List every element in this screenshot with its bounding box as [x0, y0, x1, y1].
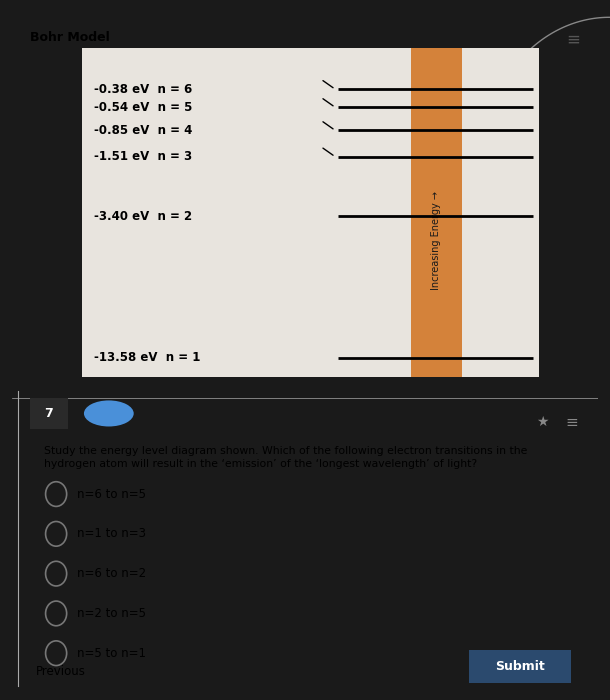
Text: n=6 to n=5: n=6 to n=5	[77, 488, 146, 500]
Text: Previous: Previous	[35, 665, 85, 678]
Bar	[469, 650, 572, 682]
Text: -0.54 eV  n = 5: -0.54 eV n = 5	[94, 101, 193, 114]
Text: Submit: Submit	[495, 659, 545, 673]
Bar	[82, 48, 539, 377]
Bar	[30, 398, 68, 429]
Text: -0.85 eV  n = 4: -0.85 eV n = 4	[94, 124, 193, 137]
Text: Bohr Model: Bohr Model	[30, 31, 110, 44]
Text: n=6 to n=2: n=6 to n=2	[77, 567, 146, 580]
Ellipse shape	[84, 400, 134, 426]
Text: -13.58 eV  n = 1: -13.58 eV n = 1	[94, 351, 201, 364]
Text: n=2 to n=5: n=2 to n=5	[77, 607, 146, 620]
Text: ≡: ≡	[565, 414, 578, 430]
Text: 7: 7	[45, 407, 53, 420]
Text: n=5 to n=1: n=5 to n=1	[77, 647, 146, 659]
Text: -1.51 eV  n = 3: -1.51 eV n = 3	[94, 150, 192, 163]
Text: Increasing Energy →: Increasing Energy →	[431, 190, 442, 290]
Text: ≡: ≡	[566, 31, 580, 49]
Text: -0.38 eV  n = 6: -0.38 eV n = 6	[94, 83, 192, 96]
Text: ★: ★	[536, 415, 548, 429]
Bar	[411, 48, 462, 377]
Text: n=1 to n=3: n=1 to n=3	[77, 527, 146, 540]
Text: Study the energy level diagram shown. Which of the following electron transition: Study the energy level diagram shown. Wh…	[45, 446, 528, 469]
Text: -3.40 eV  n = 2: -3.40 eV n = 2	[94, 209, 192, 223]
